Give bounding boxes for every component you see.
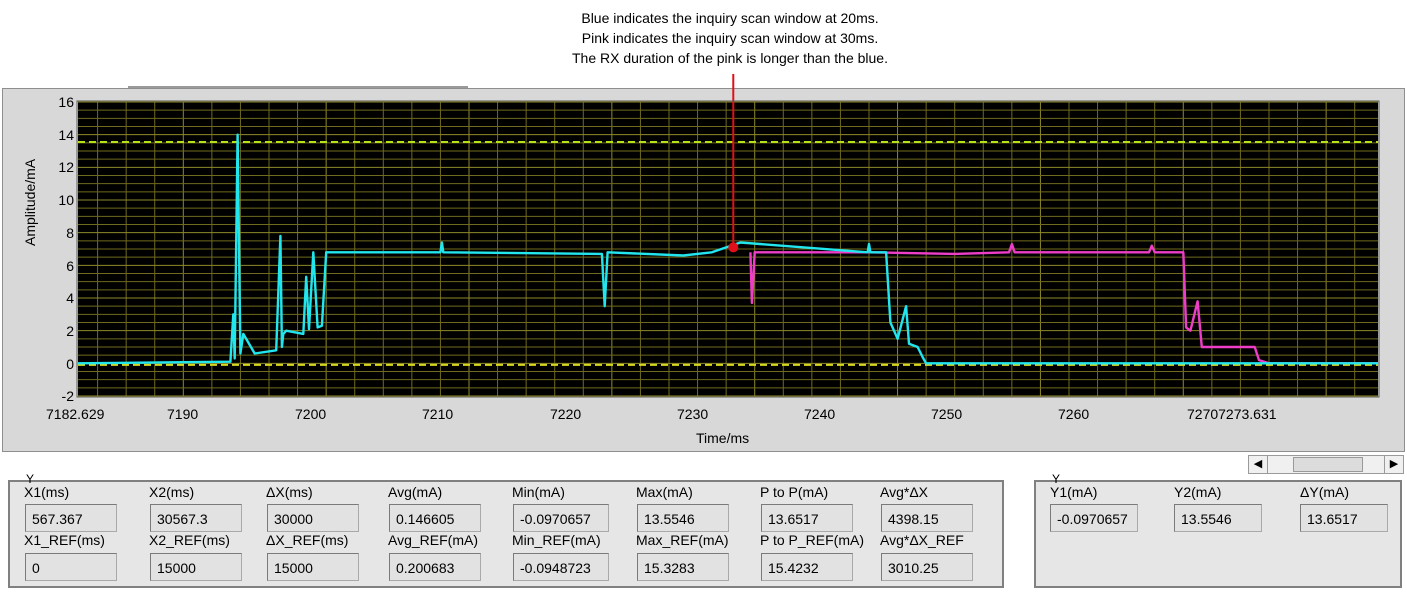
y-measurements-panel [1034, 480, 1402, 588]
pink-trace-series [749, 242, 1378, 365]
y-measurement-label: ΔY(mA) [1300, 484, 1350, 500]
measurement-value-field: 0.200683 [389, 553, 481, 581]
grid [78, 101, 1378, 397]
measurement-label: X1(ms) [24, 484, 70, 500]
series-group [77, 133, 1378, 365]
measurement-value-field: 15.4232 [761, 553, 853, 581]
measurement-value-field: 15.3283 [637, 553, 729, 581]
measurement-value-field: -0.0970657 [513, 504, 609, 532]
annotation-line-1: Blue indicates the inquiry scan window a… [581, 10, 879, 26]
measurement-label: Avg_REF(mA) [388, 532, 478, 548]
measurement-label: X2_REF(ms) [149, 532, 230, 548]
measurement-label: Max_REF(mA) [636, 532, 729, 548]
y-tick-label: 16 [58, 94, 74, 110]
measurement-label: Min_REF(mA) [512, 532, 601, 548]
measurement-value-field: 13.6517 [761, 504, 853, 532]
x-tick-label: 72707273.631 [1187, 406, 1277, 422]
annotation-line-3: The RX duration of the pink is longer th… [572, 50, 888, 66]
measurement-label: Min(mA) [512, 484, 565, 500]
y-measurement-value-field: 13.5546 [1174, 504, 1262, 532]
measurement-value-field: 30567.3 [150, 504, 242, 532]
y-tick-label: 0 [66, 355, 74, 372]
measurement-label: X2(ms) [149, 484, 195, 500]
y-tick-label: 12 [58, 159, 74, 176]
y-measurement-label: Y1(mA) [1050, 484, 1098, 500]
y-measurement-label: Y2(mA) [1174, 484, 1222, 500]
reference-lines [78, 140, 1378, 366]
measurement-label: ΔX(ms) [266, 484, 313, 500]
x-tick-label: 7250 [931, 406, 963, 422]
x-tick-label: 7200 [295, 406, 327, 422]
scroll-thumb[interactable] [1293, 457, 1363, 472]
x-tick-label: 7190 [167, 406, 199, 422]
y-measurement-value-field: -0.0970657 [1050, 504, 1138, 532]
annotation-marker [728, 74, 739, 253]
measurement-value-field: 567.367 [25, 504, 117, 532]
measurement-label: Avg(mA) [388, 484, 443, 500]
graph-scrollbar[interactable]: ◀ ▶ [1248, 455, 1404, 474]
y-tick-label: 6 [66, 257, 74, 274]
x-tick-label: 7230 [677, 406, 709, 422]
measurement-value-field: 15000 [267, 553, 359, 581]
x-tick-label: 7240 [804, 406, 836, 422]
measurement-label: ΔX_REF(ms) [266, 532, 349, 548]
x-tick-label: 7182.629 [46, 406, 105, 422]
annotation-marker-dot [728, 242, 739, 253]
x-tick-label: 7220 [550, 406, 582, 422]
panel-top-edge [128, 86, 468, 88]
x-tick-label: 7260 [1058, 406, 1090, 422]
measurement-value-field: 15000 [150, 553, 242, 581]
annotation-line-2: Pink indicates the inquiry scan window a… [581, 30, 879, 46]
y-panel-corner-label: Y [1052, 472, 1061, 486]
blue-trace-series [77, 133, 1378, 365]
measurement-label: Avg*ΔX [880, 484, 929, 500]
measurement-label: P to P_REF(mA) [760, 532, 864, 548]
scroll-right-button[interactable]: ▶ [1384, 456, 1403, 473]
measurement-value-field: 4398.15 [881, 504, 973, 532]
measurement-label: X1_REF(ms) [24, 532, 105, 548]
y-tick-label: 14 [58, 126, 74, 143]
x-tick-label: 7210 [422, 406, 454, 422]
measurement-value-field: 0.146605 [389, 504, 481, 532]
y-tick-label: -2 [61, 388, 74, 405]
measurement-value-field: 3010.25 [881, 553, 973, 581]
measurement-label: Max(mA) [636, 484, 693, 500]
annotation-text: Blue indicates the inquiry scan window a… [480, 8, 980, 68]
y-measurement-value-field: 13.6517 [1300, 504, 1388, 532]
y-tick-label: 4 [66, 290, 74, 307]
scroll-left-button[interactable]: ◀ [1249, 456, 1268, 473]
measurement-value-field: -0.0948723 [513, 553, 609, 581]
x-axis-label: Time/ms [696, 430, 750, 446]
y-tick-label: 10 [58, 192, 74, 209]
cursor-panel-corner-label: Y [26, 472, 35, 486]
measurement-label: P to P(mA) [760, 484, 829, 500]
measurement-value-field: 0 [25, 553, 117, 581]
measurement-label: Avg*ΔX_REF [880, 532, 964, 548]
measurement-value-field: 30000 [267, 504, 359, 532]
y-tick-label: 2 [66, 322, 74, 339]
y-tick-label: 8 [66, 224, 74, 241]
measurement-value-field: 13.5546 [637, 504, 729, 532]
